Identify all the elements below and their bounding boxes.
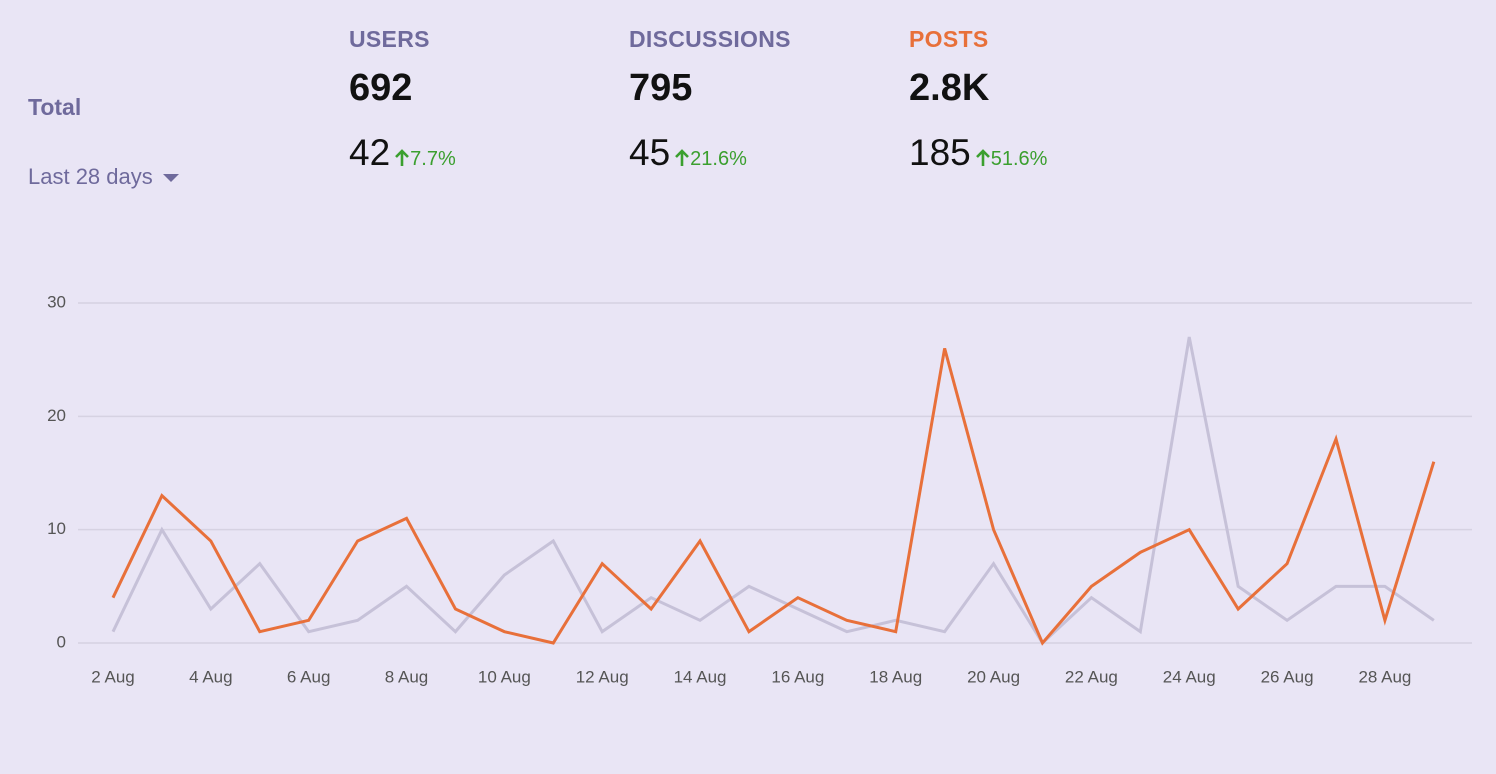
up-arrow — [675, 149, 690, 166]
stat-recent: 45 — [629, 132, 671, 173]
x-tick-label: 16 Aug — [771, 667, 824, 686]
stat-change: 7.7% — [394, 148, 456, 170]
x-tick-label: 4 Aug — [189, 667, 233, 686]
stat-change-value: 51.6% — [990, 148, 1048, 170]
stat-change-value: 7.7% — [410, 148, 456, 170]
x-tick-label: 22 Aug — [1065, 667, 1118, 686]
x-tick-label: 6 Aug — [287, 667, 331, 686]
stat-column[interactable]: DISCUSSIONS 795 45 21.6% — [629, 26, 791, 174]
up-arrow — [395, 149, 410, 166]
x-tick-label: 20 Aug — [967, 667, 1020, 686]
row-label: Total — [28, 94, 82, 120]
y-tick-label: 20 — [47, 406, 66, 425]
stat-recent: 185 — [909, 132, 971, 173]
stat-change: 21.6% — [674, 148, 747, 170]
x-tick-label: 24 Aug — [1163, 667, 1216, 686]
x-tick-label: 26 Aug — [1261, 667, 1314, 686]
y-tick-label: 0 — [57, 632, 66, 651]
period-text: Last 28 days — [28, 164, 153, 189]
x-tick-label: 2 Aug — [91, 667, 135, 686]
series-line — [111, 336, 1435, 646]
stat-column[interactable]: POSTS 2.8K 185 51.6% — [909, 26, 1047, 174]
x-tick-label: 28 Aug — [1358, 667, 1411, 686]
stat-total: 2.8K — [909, 67, 990, 109]
caret — [162, 174, 179, 183]
stat-total: 692 — [349, 67, 413, 109]
x-tick-label: 18 Aug — [869, 667, 922, 686]
x-tick-label: 8 Aug — [385, 667, 429, 686]
stat-column[interactable]: USERS 692 42 7.7% — [349, 26, 456, 174]
x-tick-label: 10 Aug — [478, 667, 531, 686]
stat-total: 795 — [629, 67, 693, 109]
stat-label: POSTS — [909, 26, 989, 52]
stat-change: 51.6% — [975, 148, 1048, 170]
up-arrow — [975, 149, 990, 166]
stat-change-value: 21.6% — [690, 148, 747, 170]
y-tick-label: 10 — [47, 519, 66, 538]
stat-label: DISCUSSIONS — [629, 26, 791, 52]
stat-recent: 42 — [349, 132, 391, 173]
period-dropdown[interactable]: Last 28 days — [28, 164, 179, 190]
x-tick-label: 12 Aug — [576, 667, 629, 686]
y-tick-label: 30 — [47, 292, 66, 311]
stat-label: USERS — [349, 26, 430, 52]
series-line — [111, 347, 1436, 646]
x-tick-label: 14 Aug — [674, 667, 727, 686]
